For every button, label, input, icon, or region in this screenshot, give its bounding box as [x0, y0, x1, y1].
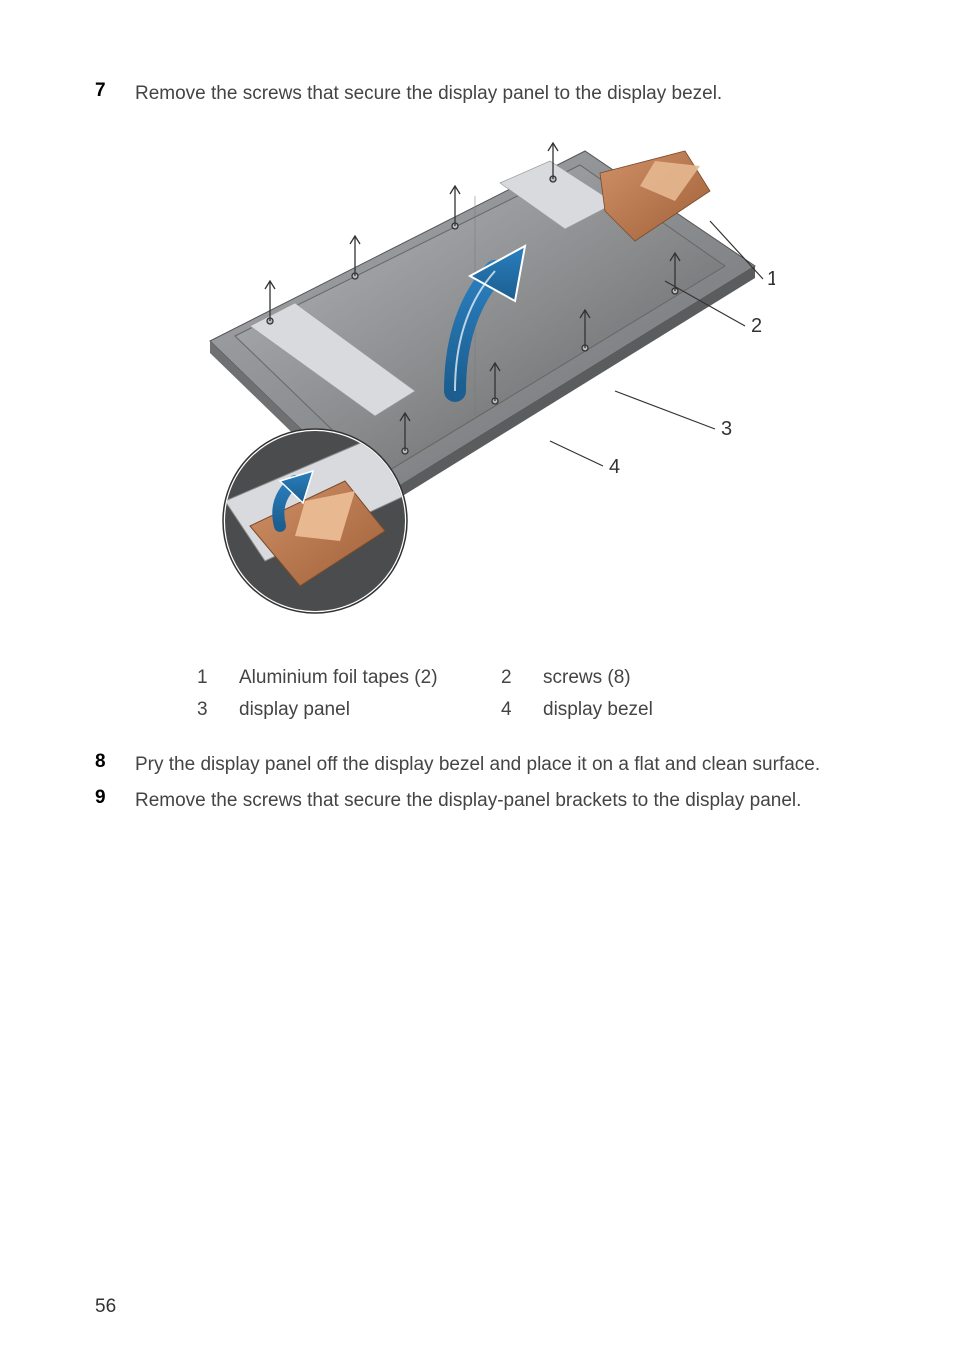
legend-row: 3 display panel 4 display bezel — [197, 695, 803, 725]
legend-num: 2 — [501, 663, 541, 693]
legend-label: display panel — [239, 695, 499, 725]
step-8: 8 Pry the display panel off the display … — [95, 751, 859, 780]
step-number: 7 — [95, 80, 135, 102]
step-9: 9 Remove the screws that secure the disp… — [95, 787, 859, 816]
legend-table: 1 Aluminium foil tapes (2) 2 screws (8) … — [195, 661, 805, 727]
callout-3: 3 — [721, 418, 732, 440]
callout-1: 1 — [767, 268, 775, 290]
legend-num: 4 — [501, 695, 541, 725]
legend-label: screws (8) — [543, 663, 803, 693]
legend-label: Aluminium foil tapes (2) — [239, 663, 499, 693]
step-text: Remove the screws that secure the displa… — [135, 787, 859, 816]
step-7: 7 Remove the screws that secure the disp… — [95, 80, 859, 109]
step-number: 9 — [95, 787, 135, 809]
figure: 1 2 3 4 — [155, 131, 775, 631]
figure-svg: 1 2 3 4 — [155, 131, 775, 631]
callout-4: 4 — [609, 456, 620, 478]
step-number: 8 — [95, 751, 135, 773]
step-text: Remove the screws that secure the displa… — [135, 80, 859, 109]
callout-2: 2 — [751, 315, 762, 337]
legend-label: display bezel — [543, 695, 803, 725]
page: 7 Remove the screws that secure the disp… — [0, 0, 954, 1366]
legend-row: 1 Aluminium foil tapes (2) 2 screws (8) — [197, 663, 803, 693]
step-text: Pry the display panel off the display be… — [135, 751, 859, 780]
legend-num: 1 — [197, 663, 237, 693]
legend-num: 3 — [197, 695, 237, 725]
page-number: 56 — [95, 1296, 116, 1318]
